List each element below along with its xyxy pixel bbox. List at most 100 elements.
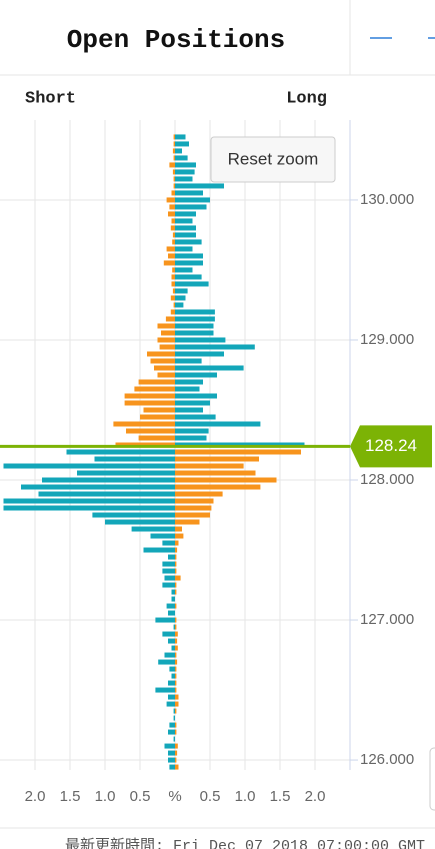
long-bar xyxy=(175,491,223,497)
short-bar xyxy=(124,393,175,399)
short-label: Short xyxy=(25,89,76,108)
short-bar xyxy=(173,183,175,189)
long-bar xyxy=(175,757,177,763)
short-bar xyxy=(150,533,175,539)
short-bar xyxy=(113,421,175,427)
short-bar xyxy=(172,232,175,238)
short-bar xyxy=(66,449,175,455)
long-bar xyxy=(175,267,193,273)
long-bar xyxy=(175,624,177,630)
short-bar xyxy=(173,715,175,721)
x-tick-label: 2.0 xyxy=(305,788,326,805)
short-bar xyxy=(162,540,175,546)
y-tick-label: 128.000 xyxy=(360,471,414,488)
long-bar xyxy=(175,526,182,532)
long-bar xyxy=(175,645,178,651)
short-bar xyxy=(168,554,175,560)
long-bar xyxy=(175,743,178,749)
short-bar xyxy=(170,309,175,315)
long-bar xyxy=(175,162,196,168)
long-bar xyxy=(175,274,202,280)
short-bar xyxy=(154,365,175,371)
long-bar xyxy=(175,694,179,700)
short-bar xyxy=(173,141,175,147)
short-bar xyxy=(134,386,175,392)
short-bar xyxy=(169,162,175,168)
long-bar xyxy=(175,309,215,315)
short-bar xyxy=(159,344,175,350)
short-bar xyxy=(166,246,175,252)
long-bar xyxy=(175,414,216,420)
short-bar xyxy=(138,379,175,385)
long-bar xyxy=(175,505,212,511)
long-bar xyxy=(175,183,224,189)
short-bar xyxy=(171,645,175,651)
long-bar xyxy=(175,708,177,714)
button-box[interactable] xyxy=(210,136,336,183)
short-bar xyxy=(92,512,175,518)
y-tick-label: 127.000 xyxy=(360,611,414,628)
short-bar xyxy=(38,491,175,497)
x-tick-label: 0.5 xyxy=(200,788,221,805)
long-bar xyxy=(175,582,177,588)
long-bar xyxy=(175,295,186,301)
long-bar xyxy=(175,666,177,672)
short-bar xyxy=(173,736,175,742)
short-bar xyxy=(158,659,175,665)
long-bar xyxy=(175,141,189,147)
short-bar xyxy=(171,589,175,595)
short-bar xyxy=(155,617,175,623)
long-bar xyxy=(175,463,244,469)
short-bar xyxy=(143,547,175,553)
short-bar xyxy=(173,624,175,630)
short-bar xyxy=(168,750,175,756)
long-bar xyxy=(175,176,193,182)
short-bar xyxy=(131,526,175,532)
long-bar xyxy=(175,512,210,518)
long-bar xyxy=(175,372,217,378)
long-bar xyxy=(175,302,184,308)
short-bar xyxy=(171,281,175,287)
y-tick-label: 126.000 xyxy=(360,751,414,768)
long-bar xyxy=(175,260,203,266)
button-label[interactable]: Reset zoom xyxy=(228,149,319,168)
short-bar xyxy=(124,400,175,406)
long-bar xyxy=(175,330,214,336)
long-bar xyxy=(175,134,186,140)
short-bar xyxy=(3,505,175,511)
long-bar xyxy=(175,652,177,658)
short-bar xyxy=(21,484,175,490)
x-tick-label: 1.5 xyxy=(60,788,81,805)
short-bar xyxy=(173,176,175,182)
short-bar xyxy=(168,729,175,735)
side-handle[interactable] xyxy=(429,747,435,811)
long-bar xyxy=(175,540,179,546)
long-bar xyxy=(175,687,177,693)
long-bar xyxy=(175,400,210,406)
footer-text: 最新更新時間: Fri Dec 07 2018 07:00:00 GMT xyxy=(65,837,425,849)
long-bar xyxy=(175,470,256,476)
long-bar xyxy=(175,190,203,196)
y-tick-label: 130.000 xyxy=(360,191,414,208)
short-bar xyxy=(169,666,175,672)
short-bar xyxy=(168,680,175,686)
x-tick-label: 1.0 xyxy=(95,788,116,805)
short-bar xyxy=(164,652,175,658)
long-bar xyxy=(175,421,261,427)
long-bar xyxy=(175,225,196,231)
long-bar xyxy=(175,288,188,294)
short-bar xyxy=(165,316,175,322)
long-bar xyxy=(175,337,226,343)
reset-zoom-button[interactable]: Reset zoom xyxy=(210,136,336,183)
short-bar xyxy=(162,631,175,637)
chart-title: Open Positions xyxy=(67,25,285,55)
plot: 2.0 1.5 1.0 0.5% 0.5 1.0 1.5 2.0 130.000 129.000 1… xyxy=(0,120,432,805)
long-bar xyxy=(175,316,215,322)
short-bar xyxy=(171,596,175,602)
short-bar xyxy=(171,274,175,280)
short-bar xyxy=(166,603,175,609)
long-bar xyxy=(175,547,178,553)
long-bar xyxy=(175,673,177,679)
long-label: Long xyxy=(286,89,327,108)
long-bar xyxy=(175,659,178,665)
